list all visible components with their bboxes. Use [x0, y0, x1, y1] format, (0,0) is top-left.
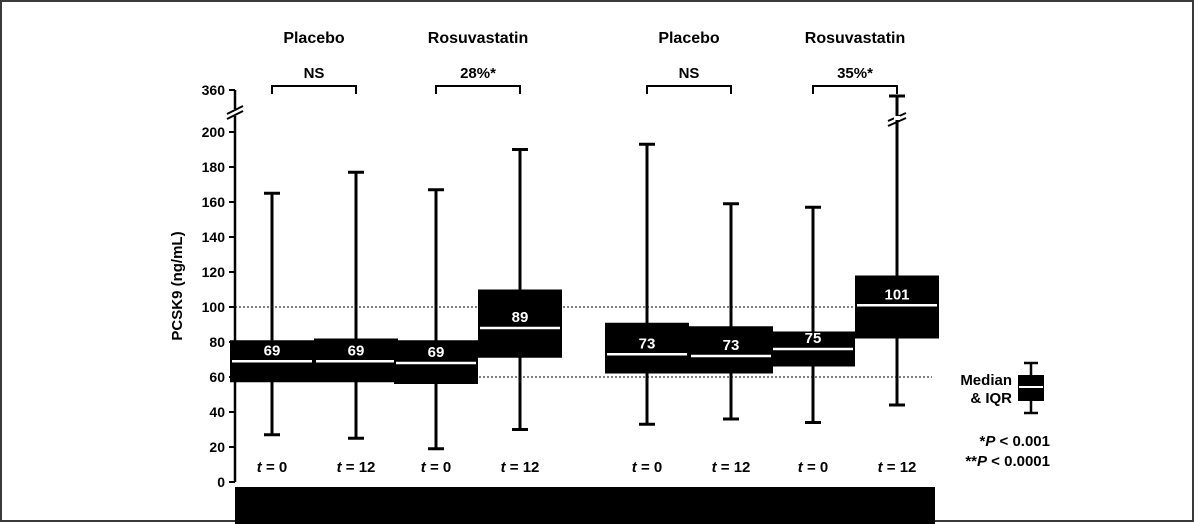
box-3 [394, 188, 478, 451]
group-title: Placebo [283, 30, 345, 47]
y-tick-label: 160 [202, 194, 226, 210]
sex-banner-women [558, 487, 935, 524]
sex-banner-label: Men [386, 498, 418, 515]
box-4 [478, 148, 562, 431]
y-axis-label: PCSK9 (ng/mL) [169, 231, 186, 340]
legend-label-line1: Median [960, 372, 1012, 389]
y-tick-label: 60 [209, 369, 225, 385]
box-8 [855, 94, 939, 407]
whisker-break-gap [894, 116, 900, 120]
footnote-p-value: **P < 0.0001 [965, 453, 1050, 470]
median-label: 89 [512, 309, 529, 326]
time-label: t = 12 [878, 459, 917, 476]
legend-label-line2: & IQR [970, 390, 1012, 407]
y-tick-label: 200 [202, 124, 226, 140]
group-title: Placebo [658, 30, 720, 47]
y-tick-label: 20 [209, 439, 225, 455]
box-1 [230, 191, 314, 437]
y-axis-break-mark [226, 105, 244, 115]
comparison-label: 28%* [460, 65, 496, 82]
time-label: t = 12 [712, 459, 751, 476]
sex-banner-men [235, 487, 569, 524]
whisker-break-mark [887, 117, 907, 127]
y-tick-label: 180 [202, 159, 226, 175]
comparison-label: 35%* [837, 65, 873, 82]
y-tick-label: 80 [209, 334, 225, 350]
comparison-label: NS [679, 65, 700, 82]
median-label: 101 [884, 286, 909, 303]
box-6 [689, 202, 773, 421]
time-label: t = 12 [501, 459, 540, 476]
box-5 [605, 142, 689, 426]
median-label: 69 [348, 342, 365, 359]
iqr-box [478, 289, 562, 358]
time-label: t = 0 [421, 459, 451, 476]
median-label: 75 [805, 330, 822, 347]
y-axis-break-mark [226, 110, 244, 120]
time-label: t = 0 [632, 459, 662, 476]
footnote-p-value: *P < 0.001 [980, 433, 1051, 450]
iqr-box [689, 326, 773, 374]
time-label: t = 0 [798, 459, 828, 476]
box-2 [314, 170, 398, 440]
iqr-box [605, 322, 689, 374]
median-label: 69 [428, 344, 445, 361]
legend-median-iqr [1018, 361, 1044, 415]
y-tick-label: 140 [202, 229, 226, 245]
median-label: 69 [264, 342, 281, 359]
iqr-box [855, 275, 939, 339]
group-title: Rosuvastatin [428, 30, 528, 47]
y-tick-label: 40 [209, 404, 225, 420]
comparison-bracket [812, 85, 898, 94]
time-label: t = 0 [257, 459, 287, 476]
box-7 [771, 205, 855, 424]
y-tick-label: 120 [202, 264, 226, 280]
y-tick-label-360: 360 [202, 82, 226, 98]
comparison-bracket [646, 85, 732, 94]
group-title: Rosuvastatin [805, 30, 905, 47]
comparison-bracket [271, 85, 357, 94]
median-label: 73 [723, 337, 740, 354]
comparison-label: NS [304, 65, 325, 82]
sex-banner-label: Women [718, 498, 775, 515]
y-tick-label: 0 [217, 474, 225, 490]
time-label: t = 12 [337, 459, 376, 476]
y-tick-label: 100 [202, 299, 226, 315]
median-label: 73 [639, 335, 656, 352]
comparison-bracket [435, 85, 521, 94]
